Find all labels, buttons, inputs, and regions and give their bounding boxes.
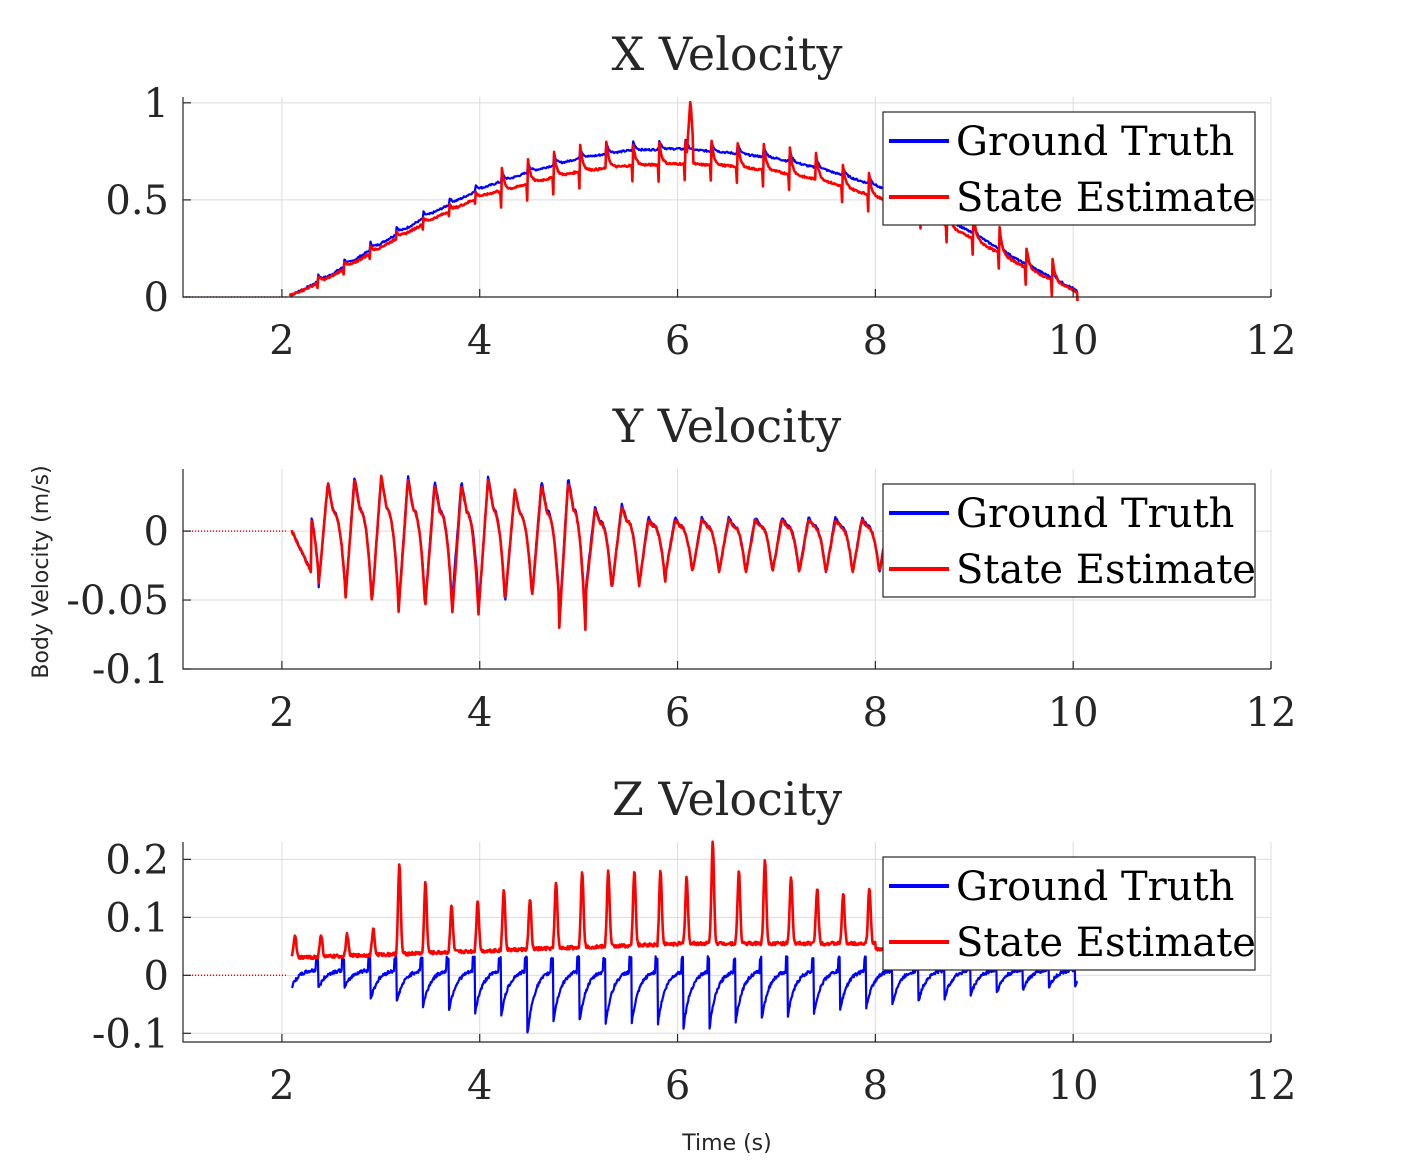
x-tick-label: 10: [1048, 318, 1099, 364]
legend-box: [882, 856, 1256, 971]
chart-panel-2: Y Velocity 2 4 6 8 10 12 -0.1 -0.05 0 Ground Truth…: [66, 399, 1296, 736]
y-tick-label: 0.2: [105, 837, 169, 883]
legend-label: State Estimate: [956, 547, 1256, 593]
x-tick-label: 12: [1246, 318, 1297, 364]
x-tick-label: 8: [863, 1063, 888, 1109]
chart-panel-1: X Velocity 2 4 6 8 10 12 0 0.5 1 Ground Truth State…: [105, 27, 1296, 364]
y-tick-label: 0.1: [105, 895, 169, 941]
x-tick-label: 6: [665, 690, 690, 736]
y-axis-label: Body Velocity (m/s): [29, 465, 54, 678]
x-tick-label: 8: [863, 690, 888, 736]
legend: Ground Truth State Estimate: [882, 483, 1256, 598]
axis-lines: [182, 842, 1271, 1043]
x-tick-label: 4: [467, 318, 492, 364]
legend-label: Ground Truth: [956, 491, 1234, 537]
legend-label: State Estimate: [956, 175, 1256, 221]
series-line-state-estimate: [288, 100, 1079, 301]
chart-title: Y Velocity: [612, 399, 842, 453]
x-tick-label: 10: [1048, 690, 1099, 736]
x-tick-label: 2: [269, 318, 294, 364]
legend-label: Ground Truth: [956, 864, 1234, 910]
x-axis-label: Time (s): [681, 1131, 771, 1156]
legend: Ground Truth State Estimate: [882, 856, 1256, 971]
x-tick-label: 4: [467, 1063, 492, 1109]
chart-title: X Velocity: [612, 27, 843, 81]
y-tick-label: 0: [144, 509, 169, 555]
legend-box: [882, 483, 1256, 598]
x-tick-label: 12: [1246, 690, 1297, 736]
y-tick-label: -0.1: [92, 647, 169, 693]
legend-label: State Estimate: [956, 920, 1256, 966]
y-tick-label: 0: [144, 275, 169, 321]
y-tick-label: 1: [144, 81, 169, 127]
legend-box: [882, 111, 1256, 226]
legend-label: Ground Truth: [956, 119, 1234, 165]
x-tick-label: 6: [665, 1063, 690, 1109]
x-tick-label: 4: [467, 690, 492, 736]
y-tick-label: -0.05: [66, 578, 169, 624]
y-tick-label: 0: [144, 953, 169, 999]
chart-title: Z Velocity: [612, 772, 842, 826]
x-tick-label: 12: [1246, 1063, 1297, 1109]
x-tick-label: 6: [665, 318, 690, 364]
legend: Ground Truth State Estimate: [882, 111, 1256, 226]
x-tick-label: 8: [863, 318, 888, 364]
x-tick-label: 2: [269, 1063, 294, 1109]
y-tick-label: -0.1: [92, 1011, 169, 1057]
y-tick-label: 0.5: [105, 178, 169, 224]
series-line-ground-truth: [290, 955, 1079, 1034]
x-tick-label: 2: [269, 690, 294, 736]
chart-panel-3: Z Velocity 2 4 6 8 10 12 -0.1 0 0.1 0.2 Ground Trut…: [92, 772, 1297, 1109]
x-tick-label: 10: [1048, 1063, 1099, 1109]
